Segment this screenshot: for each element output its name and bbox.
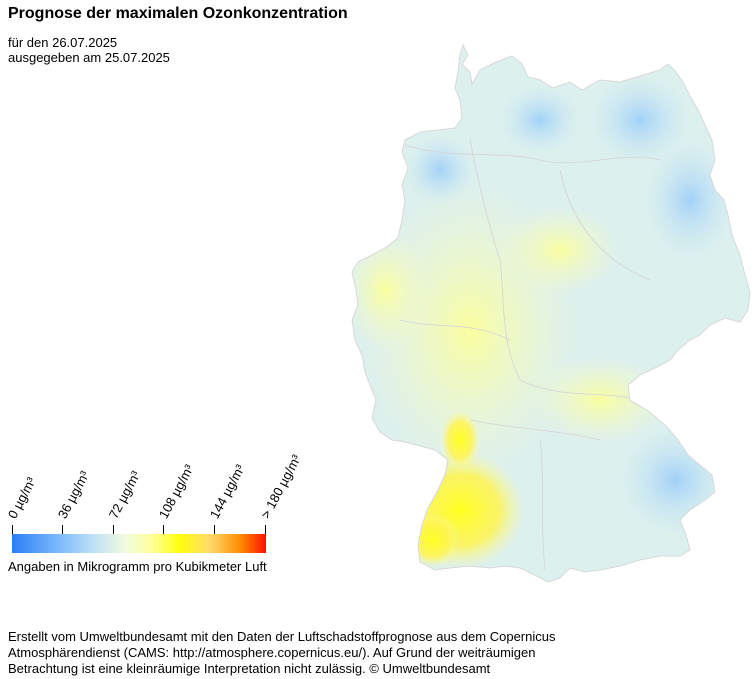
legend-tick-label: 144 µg/m³ xyxy=(206,462,248,521)
legend-tick xyxy=(265,525,266,534)
legend-color-bar xyxy=(12,534,266,553)
legend-tick-label: 0 µg/m³ xyxy=(4,474,39,521)
footer-line: Erstellt vom Umweltbundesamt mit den Dat… xyxy=(8,629,556,644)
legend-tick-label: 36 µg/m³ xyxy=(54,468,93,521)
germany-ozone-map xyxy=(351,44,751,583)
legend-tick xyxy=(113,525,114,534)
legend-tick xyxy=(12,525,13,534)
footer-line: Atmosphärendienst (CAMS: http://atmosphe… xyxy=(8,645,536,660)
legend-tick-label: > 180 µg/m³ xyxy=(257,452,304,521)
issued-date: ausgegeben am 25.07.2025 xyxy=(8,50,170,65)
legend-tick-label: 72 µg/m³ xyxy=(105,468,144,521)
footer-line: Betrachtung ist eine kleinräumige Interp… xyxy=(8,661,491,676)
legend-tick xyxy=(62,525,63,534)
legend-tick-label: 108 µg/m³ xyxy=(155,462,197,521)
footer-note: Erstellt vom Umweltbundesamt mit den Dat… xyxy=(8,629,648,677)
forecast-date: für den 26.07.2025 xyxy=(8,35,118,50)
legend-caption: Angaben in Mikrogramm pro Kubikmeter Luf… xyxy=(8,559,267,574)
map-title: Prognose der maximalen Ozonkonzentration xyxy=(8,5,348,22)
legend-tick xyxy=(214,525,215,534)
legend-tick xyxy=(163,525,164,534)
